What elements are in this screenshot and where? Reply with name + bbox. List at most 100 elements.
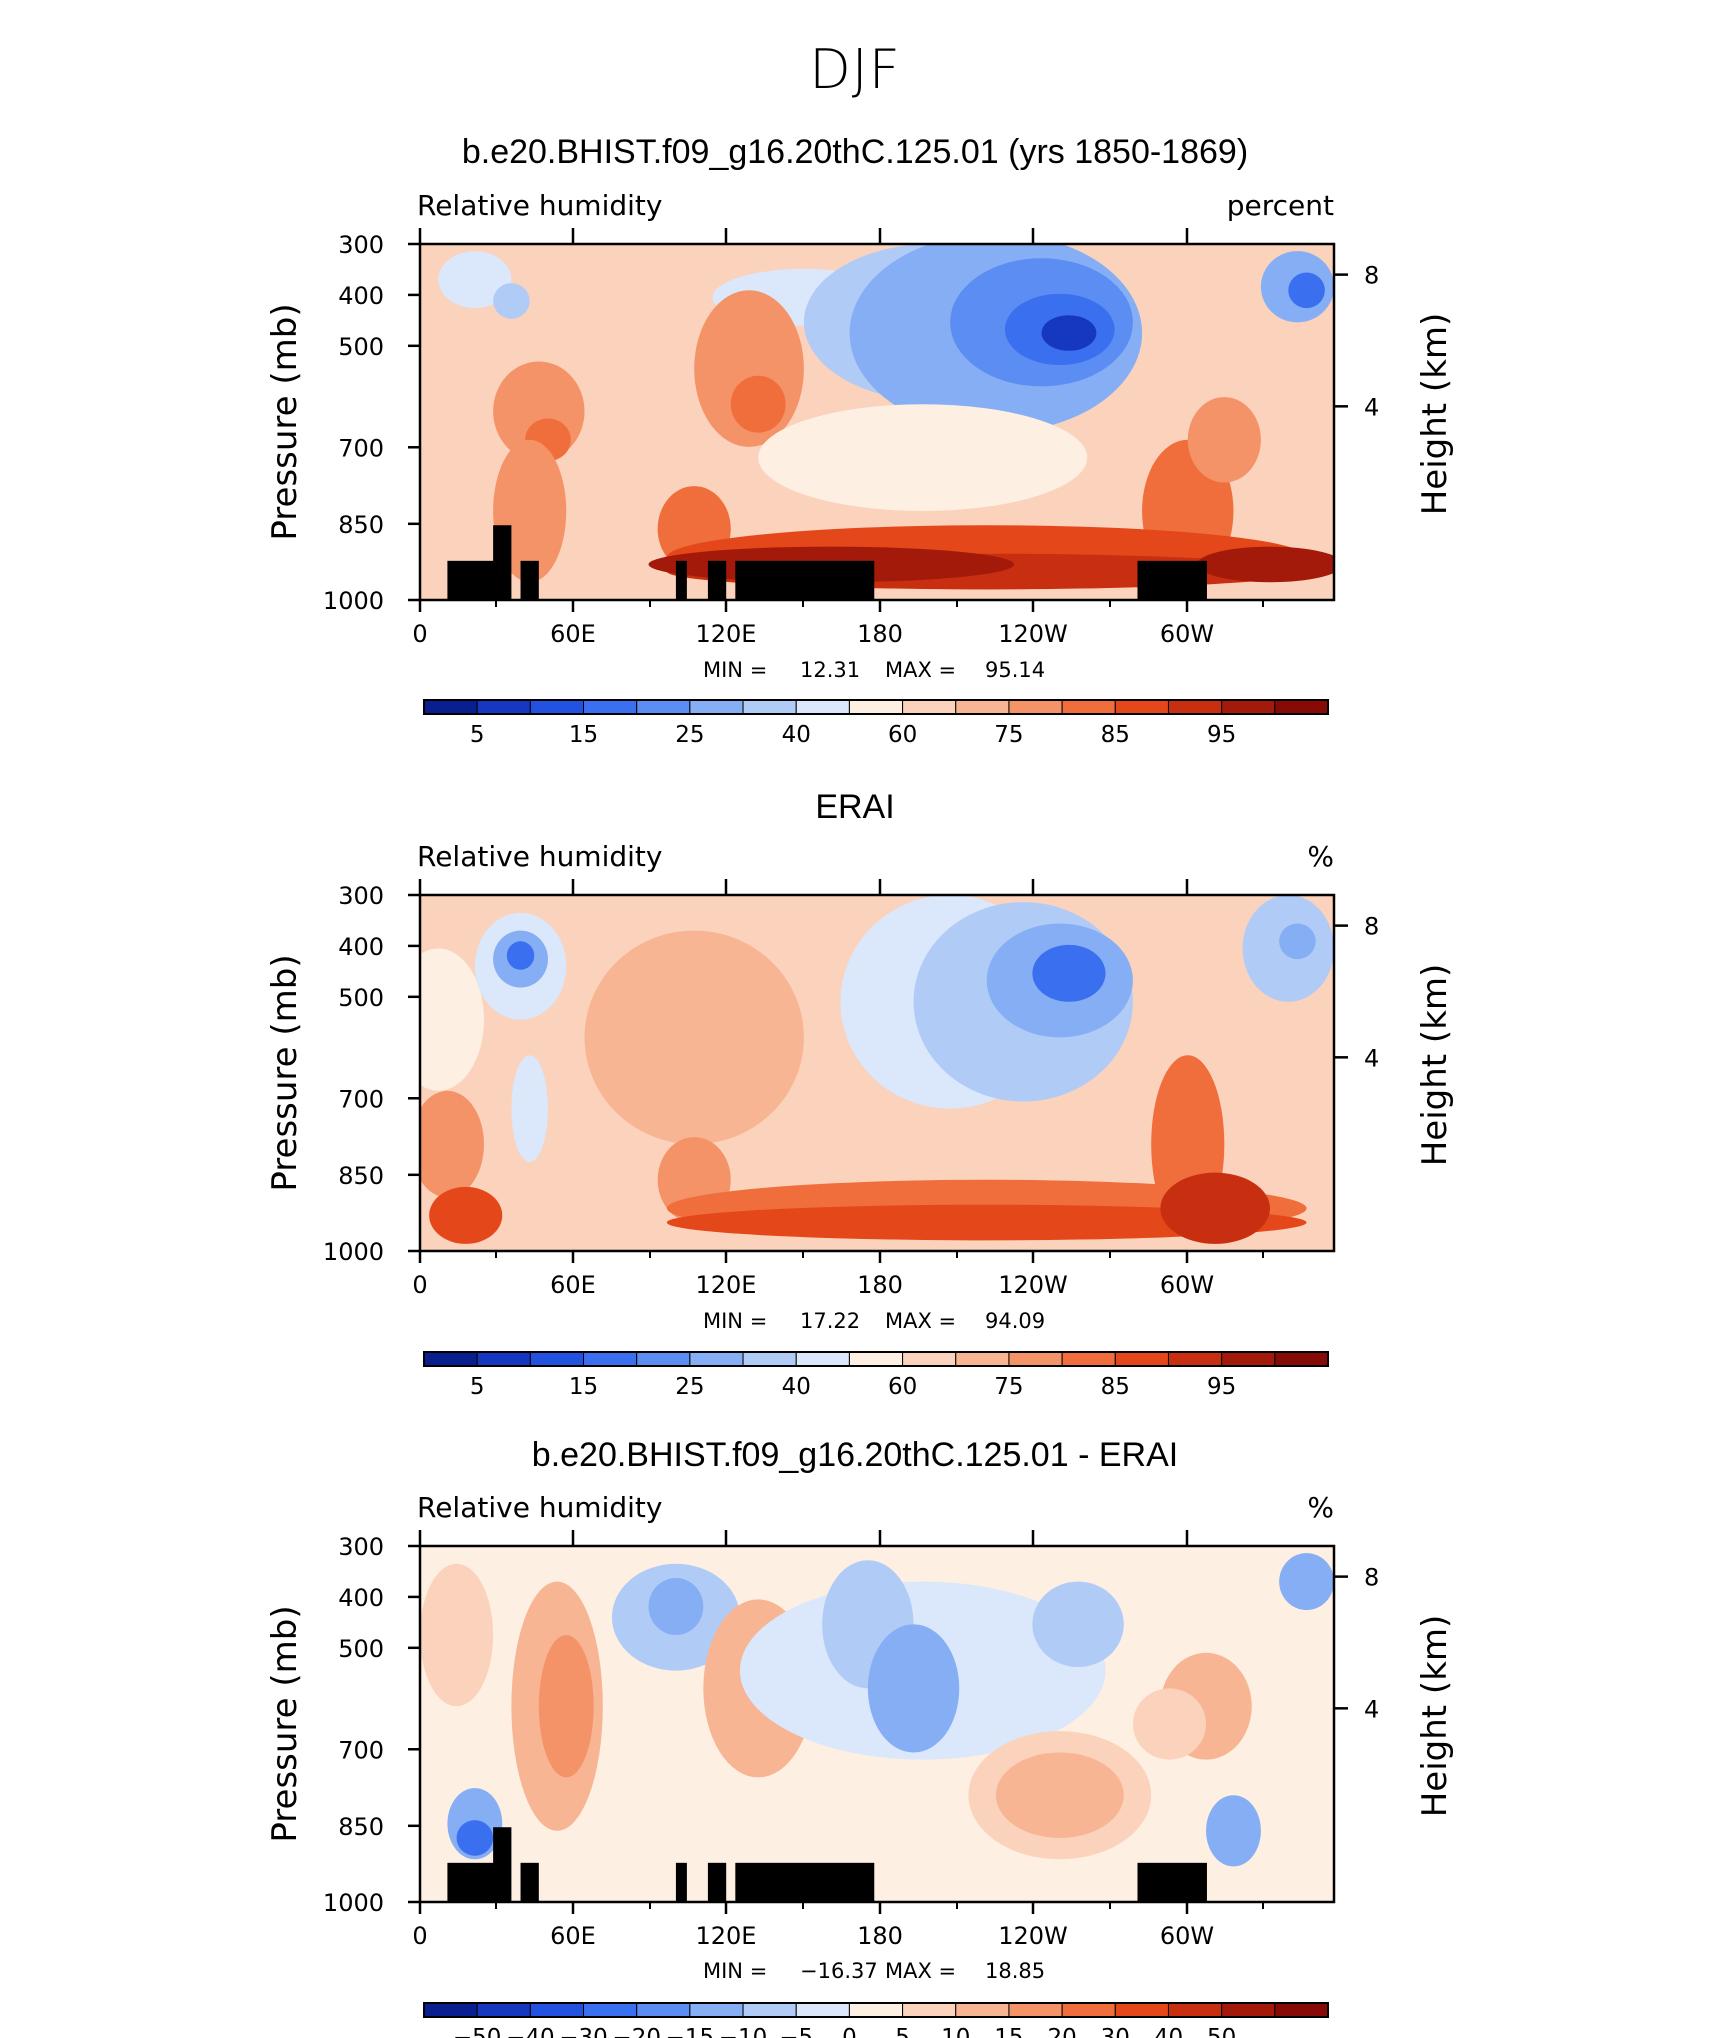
topography-mask bbox=[735, 1862, 875, 1902]
x-tick-label: 120W bbox=[998, 1922, 1068, 1950]
y-tick-label: 850 bbox=[338, 1162, 384, 1190]
y2-tick-label: 4 bbox=[1364, 393, 1379, 421]
colorbar-swatch bbox=[1274, 2002, 1329, 2018]
topography-mask bbox=[675, 1862, 687, 1902]
colorbar-label: −30 bbox=[559, 2025, 608, 2038]
colorbar-label: 5 bbox=[470, 1374, 485, 1400]
contour-region bbox=[1279, 1553, 1334, 1611]
y2-tick-label: 4 bbox=[1364, 1044, 1379, 1072]
colorbar-label: 20 bbox=[1047, 2025, 1076, 2038]
colorbar-label: 30 bbox=[1101, 2025, 1130, 2038]
colorbar-swatch bbox=[529, 1351, 585, 1367]
contour-region bbox=[995, 1752, 1124, 1838]
colorbar-swatch bbox=[955, 1351, 1010, 1367]
colorbar-swatch bbox=[1221, 1351, 1276, 1367]
variable-label: Relative humidity bbox=[417, 189, 662, 222]
y2-tick-label: 8 bbox=[1364, 913, 1379, 941]
panel-title: b.e20.BHIST.f09_g16.20thC.125.01 (yrs 18… bbox=[462, 133, 1248, 171]
x-tick-label: 60E bbox=[550, 1922, 596, 1950]
colorbar: −50 −40 −30 −20 −15 −10 −5 0 5 10 15 20 30 40 50 bbox=[423, 2002, 1329, 2038]
min-label: MIN = bbox=[703, 1959, 767, 1983]
contour-region bbox=[1041, 315, 1097, 351]
contour-field bbox=[420, 244, 1334, 600]
colorbar-swatch bbox=[742, 699, 797, 715]
colorbar-label: −40 bbox=[506, 2025, 555, 2038]
x-tick-label: 60W bbox=[1160, 1922, 1214, 1950]
colorbar-label: 75 bbox=[994, 1374, 1023, 1400]
topography-mask bbox=[707, 1862, 727, 1902]
x-tick-label: 180 bbox=[857, 1271, 903, 1299]
colorbar: 5 15 25 40 60 75 85 95 bbox=[423, 699, 1329, 748]
min-label: MIN = bbox=[703, 658, 767, 682]
contour-region bbox=[730, 375, 786, 433]
min-value: 12.31 bbox=[800, 658, 860, 682]
max-value: 94.09 bbox=[985, 1309, 1045, 1333]
y-tick-label: 300 bbox=[338, 231, 384, 259]
colorbar-swatch bbox=[742, 1351, 797, 1367]
contour-region bbox=[506, 941, 535, 970]
x-tick-label: 60E bbox=[550, 620, 596, 648]
colorbar-frame bbox=[423, 2002, 1329, 2018]
topography-mask bbox=[1137, 1862, 1207, 1902]
colorbar-swatch bbox=[1114, 2002, 1169, 2018]
contour-region bbox=[1032, 944, 1106, 1002]
contour-region bbox=[438, 251, 512, 309]
colorbar-swatch bbox=[1167, 2002, 1223, 2018]
plot-frame bbox=[418, 242, 1336, 602]
colorbar-swatch bbox=[1114, 1351, 1169, 1367]
colorbar-swatch bbox=[1274, 699, 1329, 715]
contour-field bbox=[420, 1546, 1334, 1902]
colorbar-swatch bbox=[1008, 699, 1063, 715]
contour-region bbox=[429, 1186, 503, 1244]
y-tick-label: 700 bbox=[338, 1085, 384, 1113]
colorbar-swatch bbox=[1221, 2002, 1276, 2018]
colorbar-swatch bbox=[1114, 699, 1169, 715]
colorbar-label: −20 bbox=[612, 2025, 661, 2038]
contour-region bbox=[1187, 397, 1261, 483]
colorbar-label: 40 bbox=[1154, 2025, 1183, 2038]
colorbar-swatch bbox=[1061, 1351, 1116, 1367]
colorbar-label: 25 bbox=[675, 722, 704, 748]
units-label: % bbox=[1307, 840, 1334, 873]
colorbar-swatch bbox=[583, 2002, 638, 2018]
max-value: 18.85 bbox=[985, 1959, 1045, 1983]
colorbar-swatch bbox=[423, 2002, 478, 2018]
y-tick-label: 1000 bbox=[323, 587, 384, 615]
colorbar-label: 5 bbox=[470, 722, 485, 748]
colorbar-swatch bbox=[689, 699, 744, 715]
y-tick-label: 700 bbox=[338, 434, 384, 462]
colorbar-swatch bbox=[742, 2002, 797, 2018]
colorbar-label: 75 bbox=[994, 722, 1023, 748]
variable-label: Relative humidity bbox=[417, 1491, 662, 1524]
x-tick-label: 120E bbox=[696, 620, 757, 648]
max-label: MAX = bbox=[885, 1309, 956, 1333]
colorbar-swatch bbox=[902, 2002, 957, 2018]
colorbar-label: 40 bbox=[782, 1374, 811, 1400]
contour-region bbox=[538, 1635, 594, 1778]
y2-tick-label: 8 bbox=[1364, 262, 1379, 290]
panel-1: b.e20.BHIST.f09_g16.20thC.125.01 (yrs 18… bbox=[265, 133, 1455, 748]
x-tick-label: 0 bbox=[412, 1271, 427, 1299]
contour-region bbox=[648, 1578, 704, 1635]
colorbar-label: 15 bbox=[569, 1374, 598, 1400]
min-value: −16.37 bbox=[800, 1959, 878, 1983]
y-tick-label: 850 bbox=[338, 511, 384, 539]
figure-title: DJF bbox=[809, 38, 901, 101]
colorbar-swatch bbox=[1167, 1351, 1223, 1367]
units-label: percent bbox=[1227, 189, 1334, 222]
colorbar-label: 60 bbox=[888, 722, 917, 748]
colorbar-label: 25 bbox=[675, 1374, 704, 1400]
y-tick-label: 300 bbox=[338, 1533, 384, 1561]
colorbar-swatch bbox=[902, 1351, 957, 1367]
colorbar-label: 50 bbox=[1207, 2025, 1236, 2038]
contour-region bbox=[1196, 546, 1334, 583]
colorbar-label: 15 bbox=[994, 2025, 1023, 2038]
min-label: MIN = bbox=[703, 1309, 767, 1333]
contour-region bbox=[1032, 1581, 1124, 1668]
max-label: MAX = bbox=[885, 658, 956, 682]
colorbar-label: 0 bbox=[842, 2025, 857, 2038]
colorbar-label: 5 bbox=[895, 2025, 910, 2038]
contour-region bbox=[867, 1624, 960, 1753]
colorbar-swatch bbox=[795, 699, 850, 715]
colorbar-swatch bbox=[529, 699, 585, 715]
